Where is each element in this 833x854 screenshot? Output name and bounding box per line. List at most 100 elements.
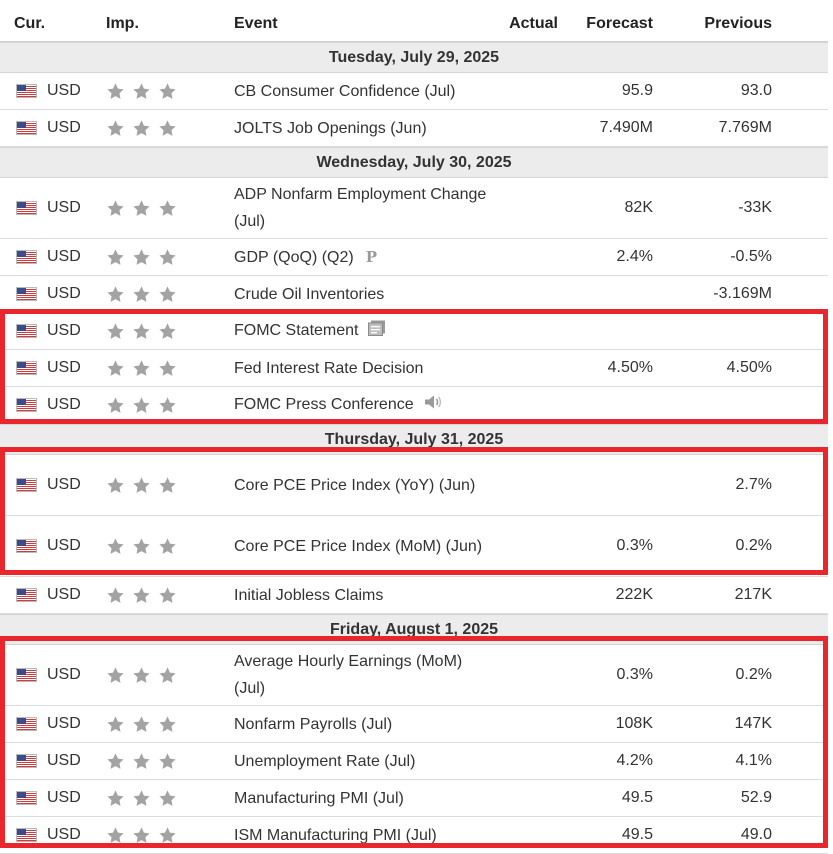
- speaker-icon[interactable]: [424, 392, 442, 419]
- event-name-link[interactable]: Fed Interest Rate Decision: [234, 359, 424, 377]
- actual-value: [495, 577, 558, 613]
- forecast-value: [565, 276, 653, 312]
- event-name-link[interactable]: JOLTS Job Openings (Jun): [234, 119, 427, 137]
- event-name-link[interactable]: ISM Manufacturing PMI (Jul): [234, 826, 437, 844]
- us-flag-icon: [16, 754, 37, 768]
- actual-value: [495, 239, 558, 275]
- importance-star-icon: [106, 789, 125, 808]
- currency-cell: USD: [16, 817, 96, 853]
- event-row[interactable]: USD Core PCE Price Index (MoM) (Jun) 0.3% 0…: [0, 516, 828, 577]
- event-name-link[interactable]: Initial Jobless Claims: [234, 586, 384, 604]
- event-name-link[interactable]: FOMC Statement: [234, 322, 359, 340]
- event-row[interactable]: USD Unemployment Rate (Jul) 4.2% 4.1%: [0, 743, 828, 780]
- event-row[interactable]: USD FOMC Statement: [0, 313, 828, 350]
- preliminary-icon[interactable]: P: [365, 247, 377, 266]
- currency-code: USD: [47, 826, 81, 843]
- importance-star-icon: [106, 322, 125, 341]
- us-flag-icon: [16, 539, 37, 553]
- header-forecast[interactable]: Forecast: [586, 15, 653, 32]
- previous-value: 49.0: [740, 826, 772, 843]
- us-flag-icon: [16, 717, 37, 731]
- previous-value: -0.5%: [730, 248, 772, 265]
- event-row[interactable]: USD JOLTS Job Openings (Jun) 7.490M 7.769M: [0, 110, 828, 147]
- importance-cell: [106, 743, 216, 779]
- importance-star-icon: [158, 715, 177, 734]
- event-row[interactable]: USD Nonfarm Payrolls (Jul) 108K 147K: [0, 706, 828, 743]
- event-row[interactable]: USD Average Hourly Earnings (MoM) (Jul) 0.…: [0, 645, 828, 706]
- day-header: Friday, August 1, 2025: [0, 614, 828, 645]
- event-name-link[interactable]: ADP Nonfarm Employment Change (Jul): [234, 186, 487, 230]
- event-row[interactable]: USD ISM Manufacturing PMI (Jul) 49.5 49.0: [0, 817, 828, 854]
- currency-code: USD: [47, 199, 81, 216]
- event-name-link[interactable]: FOMC Press Conference: [234, 396, 414, 414]
- currency-code: USD: [47, 322, 81, 339]
- event-row[interactable]: USD ADP Nonfarm Employment Change (Jul) 82…: [0, 178, 828, 239]
- event-row[interactable]: USD Initial Jobless Claims 222K 217K: [0, 577, 828, 614]
- previous-value: 0.2%: [735, 537, 772, 554]
- importance-star-icon: [106, 119, 125, 138]
- currency-cell: USD: [16, 577, 96, 613]
- actual-value: [495, 110, 558, 146]
- us-flag-icon: [16, 121, 37, 135]
- importance-star-icon: [158, 248, 177, 267]
- currency-code: USD: [47, 476, 81, 493]
- event-name-link[interactable]: Average Hourly Earnings (MoM) (Jul): [234, 653, 463, 697]
- previous-value: 4.50%: [726, 359, 772, 376]
- importance-cell: [106, 780, 216, 816]
- event-cell: Manufacturing PMI (Jul): [234, 780, 494, 816]
- header-event[interactable]: Event: [234, 15, 278, 32]
- importance-cell: [106, 239, 216, 275]
- event-name-link[interactable]: Crude Oil Inventories: [234, 285, 385, 303]
- event-row[interactable]: USD CB Consumer Confidence (Jul) 95.9 93.0: [0, 73, 828, 110]
- importance-cell: [106, 276, 216, 312]
- event-row[interactable]: USD Core PCE Price Index (YoY) (Jun) 2.7%: [0, 455, 828, 516]
- header-imp[interactable]: Imp.: [106, 15, 139, 32]
- importance-star-icon: [158, 82, 177, 101]
- event-cell: ISM Manufacturing PMI (Jul): [234, 817, 494, 853]
- event-row[interactable]: USD Fed Interest Rate Decision 4.50% 4.50%: [0, 350, 828, 387]
- actual-value: [495, 706, 558, 742]
- currency-cell: USD: [16, 706, 96, 742]
- event-name-link[interactable]: GDP (QoQ) (Q2): [234, 248, 354, 266]
- event-cell: FOMC Statement: [234, 313, 494, 349]
- table-header: Cur. Imp. Event Actual Forecast Previous: [0, 7, 828, 42]
- us-flag-icon: [16, 250, 37, 264]
- event-name-link[interactable]: Unemployment Rate (Jul): [234, 752, 416, 770]
- us-flag-icon: [16, 478, 37, 492]
- importance-star-icon: [106, 752, 125, 771]
- currency-cell: USD: [16, 455, 96, 515]
- importance-star-icon: [106, 537, 125, 556]
- importance-star-icon: [158, 537, 177, 556]
- event-cell: Core PCE Price Index (YoY) (Jun): [234, 455, 494, 515]
- header-cur[interactable]: Cur.: [14, 15, 46, 32]
- event-cell: ADP Nonfarm Employment Change (Jul): [234, 178, 494, 238]
- event-name-link[interactable]: Core PCE Price Index (MoM) (Jun): [234, 537, 483, 555]
- importance-star-icon: [106, 826, 125, 845]
- importance-star-icon: [106, 199, 125, 218]
- event-name-link[interactable]: Manufacturing PMI (Jul): [234, 789, 404, 807]
- previous-value: 52.9: [740, 789, 772, 806]
- importance-star-icon: [132, 322, 151, 341]
- importance-star-icon: [106, 248, 125, 267]
- currency-cell: USD: [16, 178, 96, 238]
- event-row[interactable]: USD GDP (QoQ) (Q2) P 2.4% -0.5%: [0, 239, 828, 276]
- day-header: Wednesday, July 30, 2025: [0, 147, 828, 178]
- event-cell: GDP (QoQ) (Q2) P: [234, 239, 494, 275]
- importance-star-icon: [132, 752, 151, 771]
- event-row[interactable]: USD Manufacturing PMI (Jul) 49.5 52.9: [0, 780, 828, 817]
- document-icon[interactable]: [368, 318, 386, 345]
- forecast-value: [565, 387, 653, 423]
- event-name-link[interactable]: CB Consumer Confidence (Jul): [234, 82, 456, 100]
- event-name-link[interactable]: Nonfarm Payrolls (Jul): [234, 715, 393, 733]
- header-actual[interactable]: Actual: [509, 15, 558, 32]
- event-row[interactable]: USD Crude Oil Inventories -3.169M: [0, 276, 828, 313]
- event-row[interactable]: USD FOMC Press Conference: [0, 387, 828, 424]
- event-cell: JOLTS Job Openings (Jun): [234, 110, 494, 146]
- importance-cell: [106, 110, 216, 146]
- importance-star-icon: [158, 586, 177, 605]
- event-name-link[interactable]: Core PCE Price Index (YoY) (Jun): [234, 476, 476, 494]
- importance-star-icon: [158, 752, 177, 771]
- actual-value: [495, 516, 558, 576]
- header-previous[interactable]: Previous: [704, 15, 772, 32]
- us-flag-icon: [16, 398, 37, 412]
